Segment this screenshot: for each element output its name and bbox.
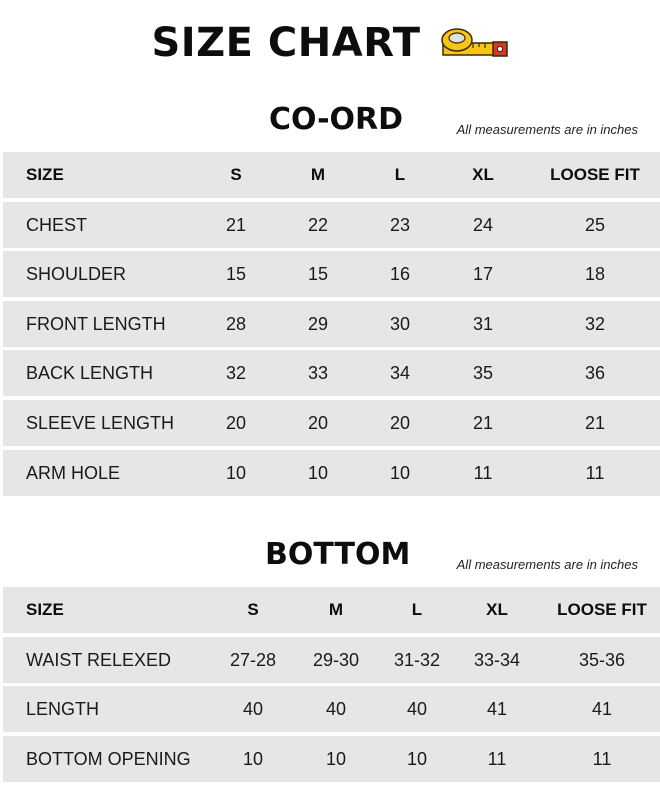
column-header-s: S: [247, 600, 259, 619]
table-cell: 21: [225, 214, 247, 235]
coord-units-note: All measurements are in inches: [456, 122, 638, 137]
table-cell: 10: [406, 748, 428, 769]
page-title: SIZE CHART: [151, 20, 421, 66]
row-label: FRONT LENGTH: [26, 313, 166, 334]
table-cell: 10: [307, 462, 329, 483]
table-row: SLEEVE LENGTH 20 20 20 21 21: [3, 399, 660, 446]
table-row: BACK LENGTH 32 33 34 35 36: [3, 350, 660, 397]
table-cell: 10: [225, 462, 247, 483]
table-row: SHOULDER 15 15 16 17 18: [3, 251, 660, 298]
row-label: BOTTOM OPENING: [26, 748, 191, 769]
table-header-row: SIZE S M L XL LOOSE FIT: [3, 152, 660, 198]
table-cell: 20: [225, 412, 247, 433]
row-label: LENGTH: [26, 699, 100, 720]
row-label: SHOULDER: [26, 264, 127, 285]
row-label: ARM HOLE: [26, 462, 121, 483]
table-cell: 25: [584, 214, 606, 235]
column-header-xl: XL: [486, 600, 508, 619]
table-cell: 20: [389, 412, 411, 433]
table-cell: 31-32: [393, 649, 441, 670]
table-cell: 41: [591, 699, 613, 720]
table-cell: 33: [307, 363, 329, 384]
table-cell: 17: [472, 264, 494, 285]
bottom-units-note: All measurements are in inches: [456, 557, 638, 572]
table-cell: 11: [473, 462, 493, 483]
table-row: FRONT LENGTH 28 29 30 31 32: [3, 300, 660, 347]
table-cell: 11: [592, 748, 612, 769]
row-label: SLEEVE LENGTH: [26, 412, 175, 433]
table-cell: 34: [389, 363, 411, 384]
measuring-tape-icon: [440, 28, 508, 57]
coord-size-table: SIZE S M L XL LOOSE FIT CHEST 21 22 23 2…: [3, 152, 660, 499]
table-cell: 31: [472, 313, 494, 334]
page-header: SIZE CHART: [0, 18, 660, 68]
table-cell: 11: [487, 748, 507, 769]
column-header-m: M: [310, 165, 326, 184]
table-cell: 10: [325, 748, 347, 769]
coord-section-header: CO-ORD All measurements are in inches: [0, 102, 660, 142]
table-cell: 15: [225, 264, 247, 285]
table-cell: 29: [307, 313, 329, 334]
row-label: CHEST: [26, 214, 88, 235]
table-cell: 27-28: [229, 649, 277, 670]
table-cell: 10: [242, 748, 264, 769]
column-header-m: M: [328, 600, 344, 619]
table-cell: 23: [389, 214, 411, 235]
column-header-xl: XL: [472, 165, 494, 184]
table-cell: 41: [486, 699, 508, 720]
bottom-section-header: BOTTOM All measurements are in inches: [0, 537, 660, 577]
table-row: WAIST RELEXED 27-28 29-30 31-32 33-34 35…: [3, 636, 660, 683]
table-cell: 40: [242, 699, 264, 720]
row-label: BACK LENGTH: [26, 363, 154, 384]
table-cell: 24: [472, 214, 494, 235]
table-cell: 35: [472, 363, 494, 384]
column-header-s: S: [230, 165, 242, 184]
table-cell: 32: [584, 313, 606, 334]
table-header-row: SIZE S M L XL LOOSE FIT: [3, 587, 660, 633]
bottom-size-table: SIZE S M L XL LOOSE FIT WAIST RELEXED 27…: [3, 587, 660, 785]
table-cell: 32: [225, 363, 247, 384]
column-header-l: L: [411, 600, 423, 619]
table-cell: 20: [307, 412, 329, 433]
column-header-size: SIZE: [26, 600, 64, 619]
table-row: LENGTH 40 40 40 41 41: [3, 686, 660, 733]
table-cell: 10: [389, 462, 411, 483]
table-cell: 35-36: [578, 649, 626, 670]
column-header-loose-fit: LOOSE FIT: [557, 600, 647, 619]
table-cell: 21: [472, 412, 494, 433]
table-cell: 28: [225, 313, 247, 334]
table-cell: 36: [584, 363, 606, 384]
table-cell: 30: [389, 313, 411, 334]
table-cell: 33-34: [473, 649, 521, 670]
table-cell: 18: [584, 264, 606, 285]
column-header-l: L: [394, 165, 406, 184]
table-row: ARM HOLE 10 10 10 11 11: [3, 449, 660, 496]
table-cell: 40: [406, 699, 428, 720]
table-cell: 22: [307, 214, 329, 235]
table-cell: 11: [585, 462, 605, 483]
table-row: BOTTOM OPENING 10 10 10 11 11: [3, 735, 660, 782]
table-row: CHEST 21 22 23 24 25: [3, 201, 660, 248]
column-header-loose-fit: LOOSE FIT: [550, 165, 640, 184]
row-label: WAIST RELEXED: [26, 649, 172, 670]
table-cell: 21: [584, 412, 606, 433]
column-header-size: SIZE: [26, 165, 64, 184]
coord-section-title: CO-ORD: [269, 102, 404, 137]
table-cell: 16: [389, 264, 411, 285]
table-cell: 40: [325, 699, 347, 720]
table-cell: 15: [307, 264, 329, 285]
table-cell: 29-30: [312, 649, 360, 670]
bottom-section-title: BOTTOM: [265, 537, 411, 572]
